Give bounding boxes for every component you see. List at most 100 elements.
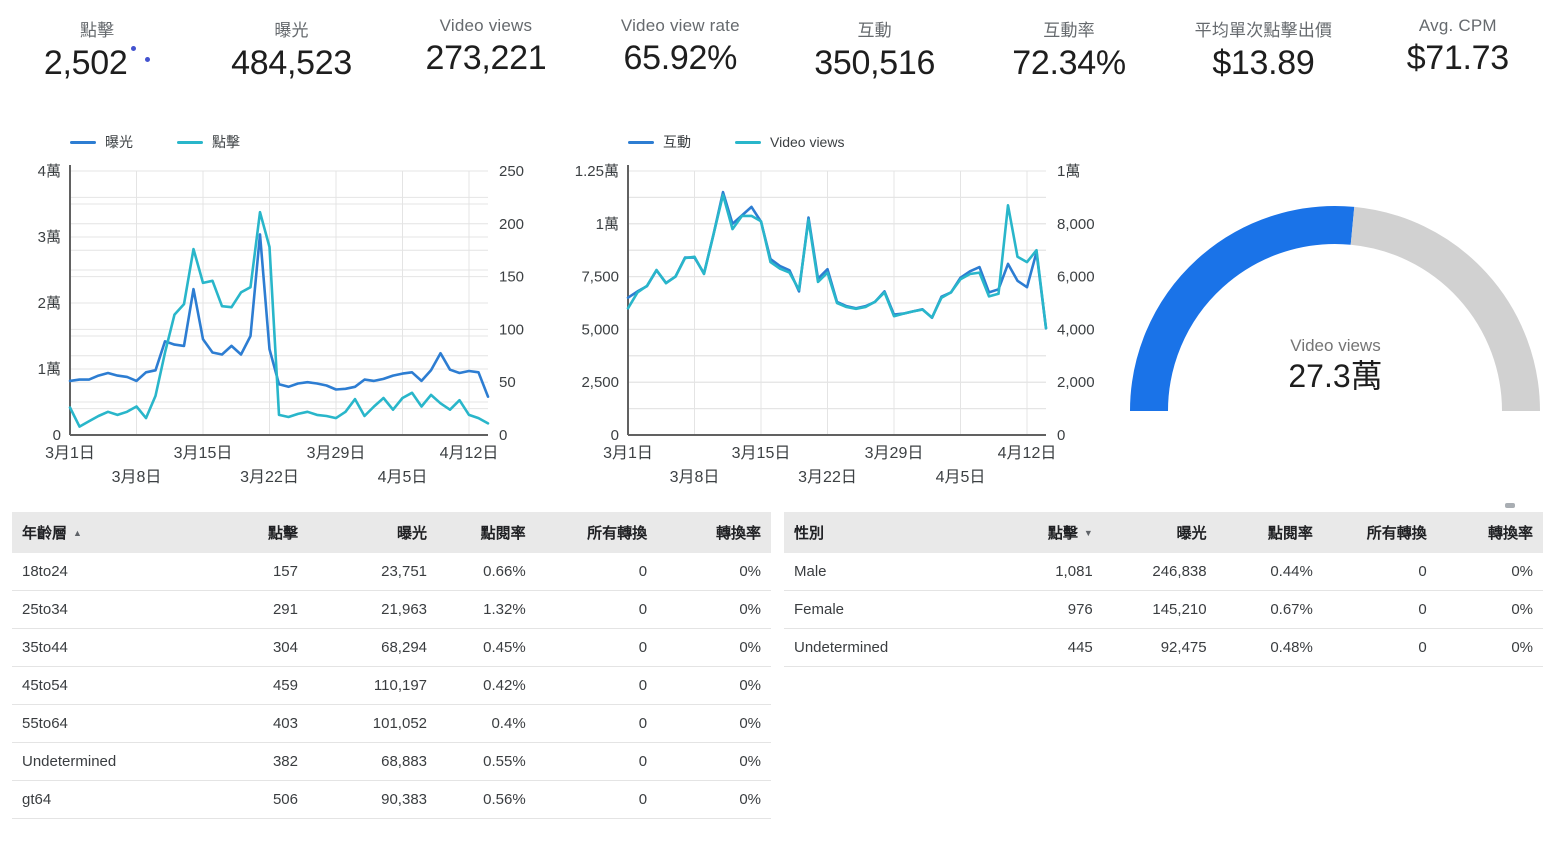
row-label: 18to24 — [12, 553, 217, 591]
series-line — [626, 193, 1048, 330]
cell: 0.55% — [437, 742, 536, 781]
video-views-gauge[interactable] — [1124, 179, 1547, 429]
left-axis-tick: 3萬 — [38, 229, 61, 246]
row-label: Male — [784, 553, 997, 591]
cell: 0.56% — [437, 780, 536, 819]
table-row: 55to64 403 101,052 0.4% 0 0% — [12, 704, 771, 743]
scorecard-value-wrap: 484,523 — [194, 44, 388, 83]
sort-arrow-icon: ▲ — [73, 528, 82, 538]
scorecard-label: 曝光 — [274, 21, 309, 40]
column-header-3[interactable]: 點閱率 — [1216, 512, 1323, 553]
x-axis-tick: 3月29日 — [307, 445, 366, 462]
cell: 0% — [657, 666, 771, 705]
cell: 0.66% — [437, 553, 536, 591]
cell: 0 — [535, 742, 658, 781]
cell: 0 — [535, 590, 658, 629]
legend-swatch — [177, 140, 203, 144]
column-header-2[interactable]: 曝光 — [308, 512, 438, 553]
cell: 459 — [216, 666, 308, 705]
cell: 92,475 — [1102, 628, 1217, 667]
row-label: Undetermined — [12, 742, 217, 781]
column-header-4[interactable]: 所有轉換 — [1322, 512, 1437, 553]
right-axis-tick: 0 — [499, 427, 507, 444]
column-header-0[interactable]: 年齡層 ▲ — [12, 512, 217, 553]
column-header-0[interactable]: 性別 — [784, 512, 997, 553]
cell: 0% — [657, 590, 771, 629]
legend-item: 曝光 — [70, 132, 133, 152]
left-axis-tick: 0 — [53, 427, 61, 444]
resize-handle-icon — [1505, 503, 1515, 508]
scorecard-value-wrap: 350,516 — [778, 44, 972, 83]
left-axis-tick: 1萬 — [38, 361, 61, 378]
row-label: 55to64 — [12, 704, 217, 743]
series-line — [626, 190, 1048, 330]
left-axis-tick: 2,500 — [581, 374, 619, 391]
scorecard-value-wrap: 273,221 — [389, 39, 583, 78]
legend-label: 點擊 — [212, 134, 240, 150]
cell: 0.67% — [1216, 590, 1323, 629]
dashboard: 點擊 2,502 曝光 484,523 Video views 273,221 Video … — [0, 0, 1555, 819]
table-row: 45to54 459 110,197 0.42% 0 0% — [12, 666, 771, 705]
cell: 506 — [216, 780, 308, 819]
cell: 0.4% — [437, 704, 536, 743]
cell: 0.48% — [1216, 628, 1323, 667]
cell: 976 — [996, 590, 1103, 629]
gauge-value: 27.3萬 — [1288, 358, 1383, 394]
x-axis-tick: 3月22日 — [240, 469, 299, 486]
x-axis-tick: 3月1日 — [603, 445, 653, 462]
cell: 382 — [216, 742, 308, 781]
right-axis-tick: 1萬 — [1057, 163, 1080, 180]
row-label: Female — [784, 590, 997, 629]
column-header-2[interactable]: 曝光 — [1102, 512, 1217, 553]
scorecard-value: $71.73 — [1406, 39, 1510, 77]
cell: 0% — [657, 742, 771, 781]
legend-item: Video views — [735, 134, 844, 150]
table-row: Undetermined 445 92,475 0.48% 0 0% — [784, 628, 1543, 667]
legend-item: 點擊 — [177, 132, 240, 152]
engagement-videoviews-timeseries[interactable]: 0 2,500 5,000 7,500 1萬 1.25萬 0 2,000 4,000 6,000 8… — [566, 155, 1124, 495]
column-header-5[interactable]: 轉換率 — [657, 512, 771, 553]
cell: 101,052 — [308, 704, 438, 743]
cell: 68,294 — [308, 628, 438, 667]
column-header-5[interactable]: 轉換率 — [1436, 512, 1543, 553]
cell: 110,197 — [308, 666, 438, 705]
cell: 0 — [535, 666, 658, 705]
scorecard-7: Avg. CPM $71.73 — [1361, 16, 1555, 83]
scorecard-4: 互動 350,516 — [778, 16, 972, 83]
table-header-row: 性別 點擊 ▼ 曝光 點閱率 所有轉換 轉換率 — [784, 512, 1543, 553]
column-header-3[interactable]: 點閱率 — [437, 512, 536, 553]
series-line — [68, 233, 490, 398]
right-axis-tick: 200 — [499, 216, 524, 233]
impressions-clicks-timeseries[interactable]: 0 1萬 2萬 3萬 4萬 0 50 100 150 200 250 3月1日 3月8日 3月15日 3月2… — [8, 155, 566, 495]
row-label: 25to34 — [12, 590, 217, 629]
column-header-label: 點閱率 — [480, 525, 526, 542]
column-header-1[interactable]: 點擊 ▼ — [996, 512, 1103, 553]
left-axis-tick: 4萬 — [38, 163, 61, 180]
scorecard-value: 273,221 — [425, 39, 547, 77]
scorecard-value: 350,516 — [814, 44, 936, 82]
scorecard-row: 點擊 2,502 曝光 484,523 Video views 273,221 Video … — [0, 0, 1555, 83]
scorecard-2: Video views 273,221 — [389, 16, 583, 83]
x-axis-tick: 3月8日 — [112, 469, 162, 486]
table-row: 18to24 157 23,751 0.66% 0 0% — [12, 553, 771, 591]
cell: 0% — [1436, 590, 1543, 629]
scorecard-label: 點擊 — [79, 21, 115, 40]
left-axis-tick: 1.25萬 — [575, 163, 619, 180]
column-header-4[interactable]: 所有轉換 — [535, 512, 658, 553]
scorecard-value-wrap: 65.92% — [583, 39, 777, 78]
column-header-1[interactable]: 點擊 — [216, 512, 308, 553]
legend-label: 互動 — [663, 134, 691, 150]
scorecard-value: 2,502 — [44, 44, 137, 82]
scorecard-value-wrap: 2,502 — [0, 44, 194, 83]
x-axis-tick: 3月22日 — [798, 469, 857, 486]
right-axis-tick: 4,000 — [1057, 321, 1095, 338]
right-axis-tick: 100 — [499, 321, 524, 338]
column-header-label: 所有轉換 — [1366, 525, 1427, 542]
left-axis-tick: 0 — [611, 427, 619, 444]
right-axis-tick: 250 — [499, 163, 524, 180]
row-label: gt64 — [12, 780, 217, 819]
scorecard-label: Video views — [439, 16, 533, 35]
chart1-legend: 曝光 點擊 — [70, 133, 566, 151]
cell: 0.42% — [437, 666, 536, 705]
column-header-label: 點擊 — [267, 525, 298, 542]
